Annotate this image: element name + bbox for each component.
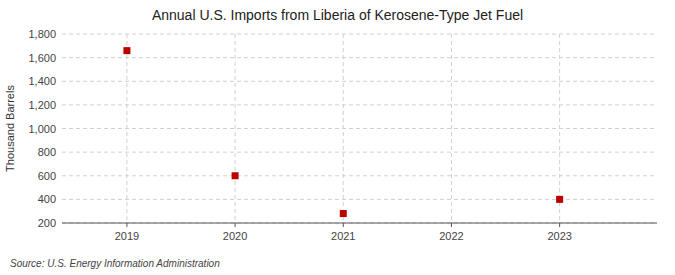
point	[123, 47, 130, 54]
chart: Annual U.S. Imports from Liberia of Kero…	[0, 0, 675, 275]
point	[556, 196, 563, 203]
point	[232, 172, 239, 179]
y-axis-label: Thousand Barrels	[4, 85, 16, 172]
y-tick-label: 1,800	[28, 28, 56, 40]
y-tick-label: 1,600	[28, 52, 56, 64]
x-tick-label: 2021	[331, 230, 355, 242]
x-grid-line	[559, 34, 560, 223]
y-grid-line	[62, 199, 657, 200]
y-grid-line	[62, 128, 657, 129]
x-tick-label: 2020	[223, 230, 247, 242]
y-tick-label: 400	[38, 193, 56, 205]
y-grid-line	[62, 175, 657, 176]
points	[123, 47, 563, 217]
y-grid-line	[62, 81, 657, 82]
x-grid-line	[235, 34, 236, 223]
y-grid-line	[62, 223, 657, 224]
x-tick-label: 2019	[115, 230, 139, 242]
x-tick	[451, 223, 452, 227]
source-note: Source: U.S. Energy Information Administ…	[10, 258, 220, 269]
x-grid-line	[343, 34, 344, 223]
y-grid-line	[62, 152, 657, 153]
y-tick-label: 1,400	[28, 75, 56, 87]
y-tick-label: 200	[38, 217, 56, 229]
title: Annual U.S. Imports from Liberia of Kero…	[152, 7, 523, 23]
x-tick	[559, 223, 560, 227]
y-tick-label: 1,200	[28, 99, 56, 111]
y-tick-label: 1,000	[28, 123, 56, 135]
x-grid-line	[126, 34, 127, 223]
y-grid-line	[62, 34, 657, 35]
y-tick-label: 800	[38, 146, 56, 158]
x-tick-label: 2022	[439, 230, 463, 242]
y-grid-line	[62, 57, 657, 58]
y-grid-line	[62, 104, 657, 105]
x-axis-line	[62, 223, 657, 224]
x-tick-label: 2023	[547, 230, 571, 242]
grid	[62, 34, 657, 223]
x-tick	[126, 223, 127, 227]
y-tick-label: 600	[38, 170, 56, 182]
x-grid-line	[451, 34, 452, 223]
x-tick	[343, 223, 344, 227]
x-tick	[235, 223, 236, 227]
axes: 200 400 600 800 1,000 1,200 1,400 1,600 1,800 201…	[28, 28, 657, 242]
point	[340, 210, 347, 217]
